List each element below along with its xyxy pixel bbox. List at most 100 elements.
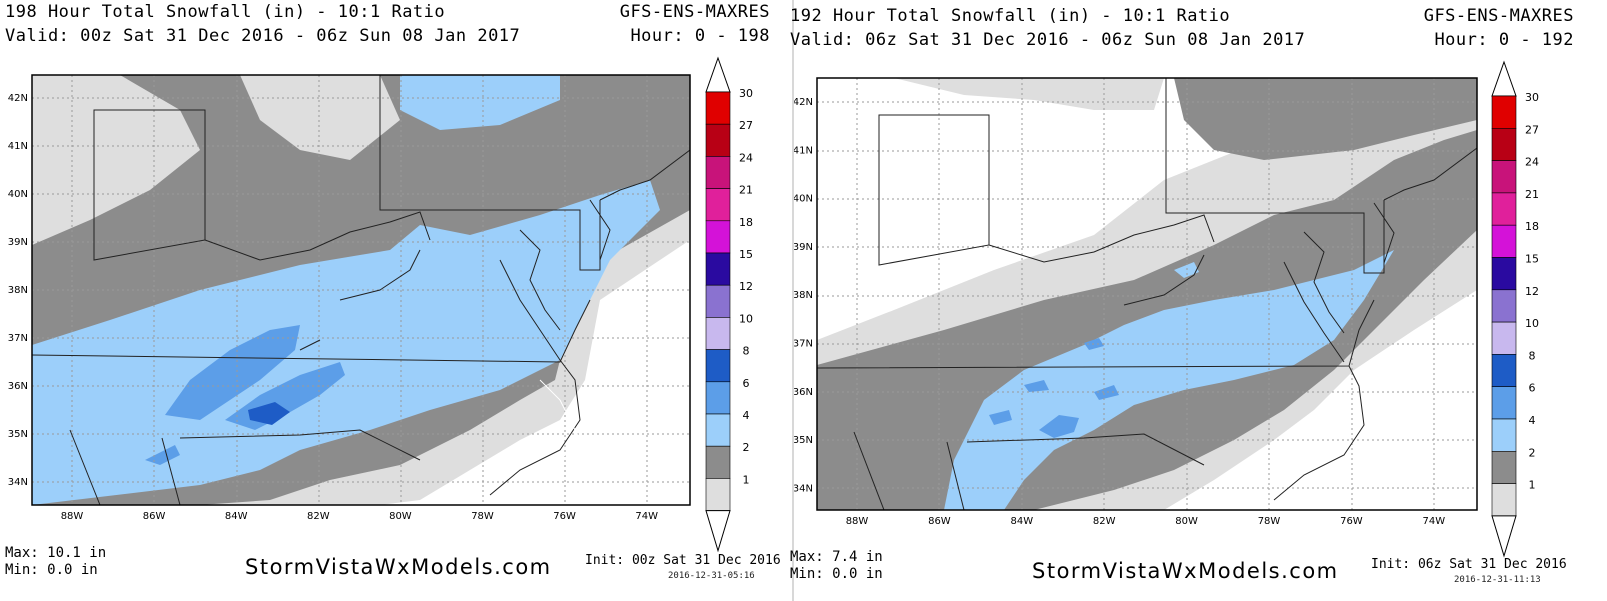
snow-band-6in-5 — [1024, 380, 1049, 392]
colorbar-label: 15 — [739, 248, 753, 261]
lat-label: 39N — [8, 237, 28, 248]
snow-band-1in-n — [894, 78, 1164, 110]
colorbar-label: 8 — [1529, 349, 1536, 362]
lon-label: 88W — [61, 511, 84, 522]
model-name: GFS-ENS-MAXRES — [619, 2, 770, 22]
colorbar-label: 4 — [1529, 414, 1536, 427]
colorbar-label: 21 — [1525, 188, 1539, 201]
colorbar-top-arrow — [1491, 60, 1517, 97]
min-value: Min: 0.0 in — [5, 562, 98, 578]
lat-label: 36N — [794, 387, 813, 398]
colorbar-label: 24 — [1525, 156, 1539, 169]
init-time: Init: 00z Sat 31 Dec 2016 — [585, 553, 781, 568]
colorbar-swatch — [705, 91, 731, 125]
colorbar-top-arrow — [705, 56, 731, 93]
lon-label: 84W — [1010, 516, 1033, 527]
colorbar-swatch — [1491, 354, 1517, 387]
colorbar-swatch — [705, 317, 731, 350]
snow-band-1in-n — [240, 75, 400, 160]
run-stamp: 2016-12-31-05:16 — [668, 571, 755, 581]
colorbar-swatch — [1491, 224, 1517, 258]
hour-range: Hour: 0 - 192 — [1434, 30, 1574, 50]
colorbar-label: 24 — [739, 151, 753, 164]
colorbar-label: 30 — [739, 87, 753, 100]
snow-band-8in — [248, 402, 290, 425]
colorbar-label: 15 — [1525, 253, 1539, 266]
lon-label: 82W — [1093, 516, 1116, 527]
colorbar-label: 30 — [1525, 91, 1539, 104]
lat-label: 34N — [794, 483, 813, 494]
lat-label: 39N — [794, 242, 813, 253]
colorbar-bottom-arrow — [705, 510, 731, 553]
graticule — [32, 75, 690, 505]
colorbar-label: 4 — [743, 409, 750, 422]
longitude-labels: 88W 86W 84W 82W 80W 78W 76W 74W — [61, 511, 658, 522]
colorbar-swatch — [1491, 289, 1517, 323]
site-name: StormVistaWxModels.com — [245, 555, 552, 579]
lon-label: 76W — [553, 511, 576, 522]
lat-label: 41N — [8, 141, 28, 152]
fill-border-overlay — [539, 379, 581, 461]
snowfall-panel-198h: 198 Hour Total Snowfall (in) - 10:1 Rati… — [0, 0, 790, 601]
lon-label: 86W — [928, 516, 951, 527]
snow-band-6in-1 — [1039, 415, 1079, 438]
colorbar-swatch — [1491, 128, 1517, 161]
colorbar-swatch — [1491, 95, 1517, 129]
snowfall-map: 42N 41N 40N 39N 38N 37N 36N 35N 34N 88W 86W 84W 82W… — [794, 60, 1539, 558]
max-value: Max: 7.4 in — [790, 549, 883, 565]
lat-label: 35N — [8, 429, 28, 440]
colorbar-label: 27 — [1525, 123, 1539, 136]
snowfall-panel-192h: 192 Hour Total Snowfall (in) - 10:1 Rati… — [790, 0, 1607, 601]
colorbar-label: 18 — [739, 216, 753, 229]
site-name: StormVistaWxModels.com — [1032, 559, 1339, 583]
colorbar-label: 18 — [1525, 220, 1539, 233]
valid-range: Valid: 00z Sat 31 Dec 2016 - 06z Sun 08 … — [5, 26, 521, 46]
state-borders — [32, 75, 690, 505]
lat-label: 35N — [794, 435, 813, 446]
colorbar-label: 2 — [743, 441, 750, 454]
panel-title: 192 Hour Total Snowfall (in) - 10:1 Rati… — [790, 6, 1231, 26]
lon-label: 88W — [846, 516, 869, 527]
latitude-labels: 42N 41N 40N 39N 38N 37N 36N 35N 34N — [794, 97, 813, 494]
lat-label: 41N — [794, 145, 813, 156]
snow-band-6in-2 — [989, 410, 1012, 425]
snow-band-2in-n — [1174, 78, 1477, 160]
snow-band-6in-4 — [1094, 385, 1119, 400]
colorbar-swatch — [705, 220, 731, 254]
lon-label: 84W — [225, 511, 248, 522]
run-stamp: 2016-12-31-11:13 — [1454, 575, 1541, 585]
state-borders — [817, 78, 1477, 510]
colorbar-swatch — [1491, 386, 1517, 420]
lat-label: 34N — [8, 477, 28, 488]
colorbar-bottom-arrow — [1491, 515, 1517, 558]
colorbar-swatch — [1491, 257, 1517, 291]
snow-band-6in-1 — [165, 325, 300, 420]
colorbar-label: 1 — [743, 473, 750, 486]
valid-range: Valid: 06z Sat 31 Dec 2016 - 06z Sun 08 … — [790, 30, 1306, 50]
lat-label: 42N — [794, 97, 813, 108]
colorbar-swatch — [1491, 321, 1517, 355]
lat-label: 36N — [8, 381, 28, 392]
colorbar-swatch — [705, 284, 731, 318]
colorbar-swatch — [705, 252, 731, 286]
model-name: GFS-ENS-MAXRES — [1423, 6, 1574, 26]
lat-label: 38N — [794, 290, 813, 301]
lon-label: 74W — [635, 511, 658, 522]
colorbar-swatch — [705, 413, 731, 447]
colorbar-label: 10 — [739, 312, 753, 325]
colorbar-swatch — [705, 445, 731, 479]
lon-label: 86W — [143, 511, 166, 522]
lon-label: 80W — [1175, 516, 1198, 527]
colorbar-label: 12 — [739, 280, 753, 293]
snow-band-6in-3 — [1084, 338, 1104, 350]
lon-label: 80W — [389, 511, 412, 522]
lat-label: 37N — [8, 333, 28, 344]
colorbar-swatch — [1491, 450, 1517, 484]
colorbar-label: 21 — [739, 184, 753, 197]
graticule — [817, 78, 1477, 510]
colorbar-swatch — [705, 188, 731, 222]
latitude-labels: 42N 41N 40N 39N 38N 37N 36N 35N 34N — [8, 93, 28, 488]
snow-band-4in — [32, 180, 660, 505]
